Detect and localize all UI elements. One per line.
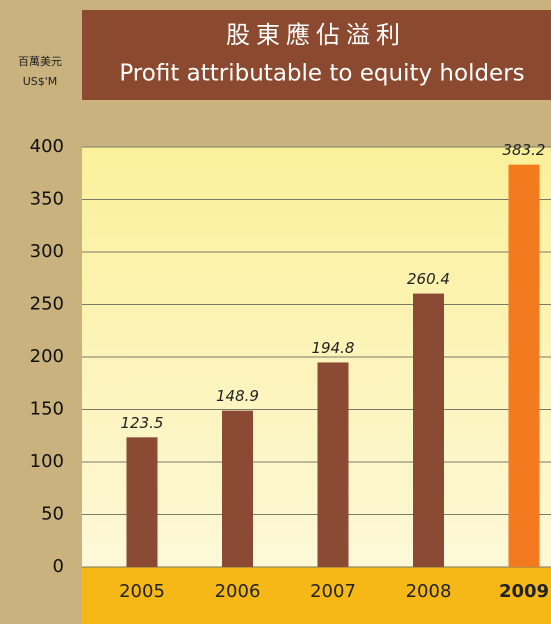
- value-label: 383.2: [503, 141, 546, 159]
- category-band: [82, 567, 551, 624]
- x-tick-label: 2009: [499, 581, 549, 602]
- y-tick-label: 200: [30, 346, 64, 367]
- x-tick-label: 2006: [215, 581, 261, 602]
- y-tick-label: 150: [30, 399, 64, 420]
- y-tick-label: 50: [41, 504, 64, 525]
- y-tick-label: 100: [30, 451, 64, 472]
- bar: [317, 362, 349, 567]
- value-label: 123.5: [121, 414, 164, 432]
- y-tick-label: 0: [53, 556, 64, 577]
- value-label: 148.9: [216, 387, 259, 405]
- y-tick-label: 250: [30, 294, 64, 315]
- bar: [508, 164, 540, 567]
- y-tick-label: 350: [30, 189, 64, 210]
- y-tick-label: 400: [30, 136, 64, 157]
- chart-subtitle: Profit attributable to equity holders: [119, 61, 524, 87]
- y-axis-label: US$'M: [23, 75, 58, 88]
- bar: [413, 293, 444, 567]
- x-tick-label: 2008: [406, 581, 452, 602]
- bar: [222, 410, 253, 567]
- y-axis-label: 百萬美元: [18, 55, 62, 68]
- chart-title: 股東應佔溢利: [226, 21, 406, 49]
- title-banner: [82, 10, 551, 100]
- bar: [126, 437, 158, 567]
- value-label: 194.8: [312, 339, 355, 357]
- x-tick-label: 2007: [310, 581, 356, 602]
- x-tick-label: 2005: [119, 581, 165, 602]
- value-label: 260.4: [407, 270, 450, 288]
- y-tick-label: 300: [30, 241, 64, 262]
